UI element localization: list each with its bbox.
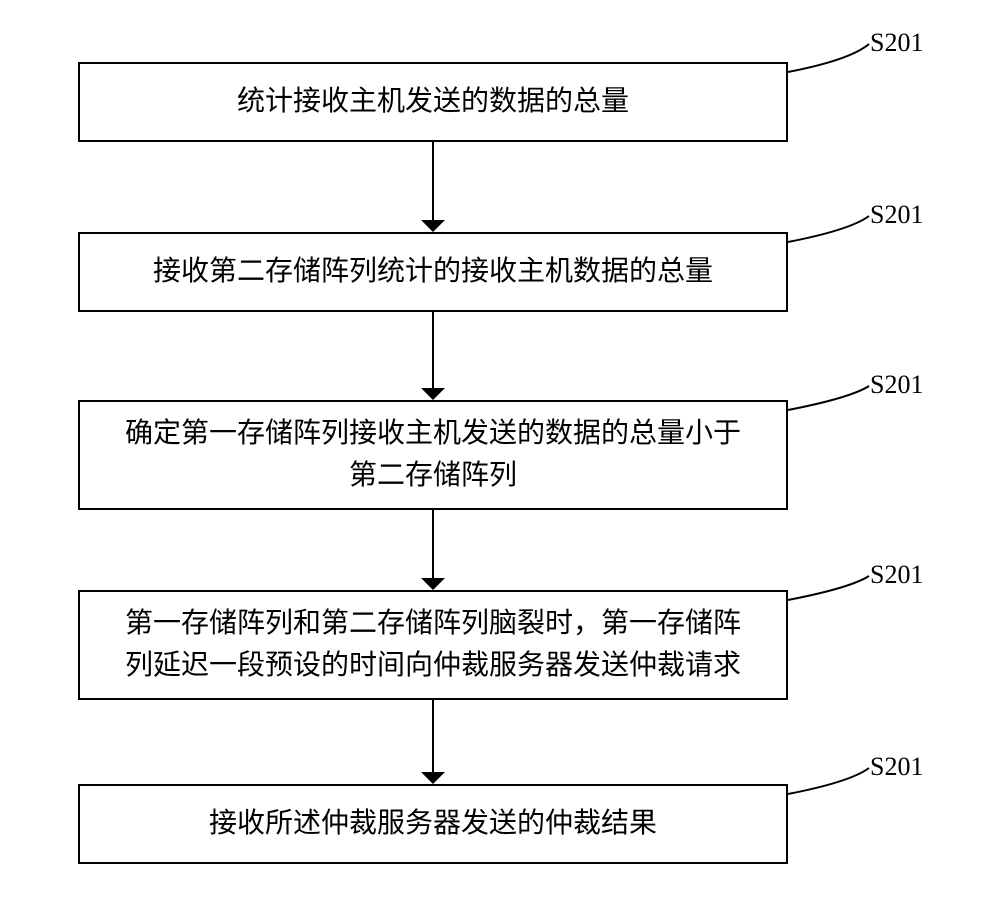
- flowchart-canvas: 统计接收主机发送的数据的总量 S201 接收第二存储阵列统计的接收主机数据的总量 S2…: [0, 0, 1000, 904]
- node-text: 接收所述仲裁服务器发送的仲裁结果: [209, 803, 657, 845]
- flow-arrow: [419, 700, 447, 784]
- node-text: 接收第二存储阵列统计的接收主机数据的总量: [153, 251, 713, 293]
- flowchart-node: 统计接收主机发送的数据的总量: [78, 62, 788, 142]
- label-connector: [783, 763, 874, 799]
- flowchart-node: 第一存储阵列和第二存储阵列脑裂时，第一存储阵 列延迟一段预设的时间向仲裁服务器发…: [78, 590, 788, 700]
- node-text: 第一存储阵列和第二存储阵列脑裂时，第一存储阵 列延迟一段预设的时间向仲裁服务器发…: [125, 603, 741, 687]
- flow-arrow: [419, 510, 447, 590]
- flowchart-node: 接收所述仲裁服务器发送的仲裁结果: [78, 784, 788, 864]
- node-label: S201: [870, 560, 923, 590]
- flowchart-node: 接收第二存储阵列统计的接收主机数据的总量: [78, 232, 788, 312]
- node-text: 确定第一存储阵列接收主机发送的数据的总量小于 第二存储阵列: [125, 413, 741, 497]
- label-connector: [783, 571, 874, 605]
- label-connector: [783, 39, 874, 77]
- node-label: S201: [870, 370, 923, 400]
- node-label: S201: [870, 752, 923, 782]
- flow-arrow: [419, 312, 447, 400]
- label-connector: [783, 381, 874, 415]
- node-label: S201: [870, 200, 923, 230]
- node-text: 统计接收主机发送的数据的总量: [237, 81, 629, 123]
- node-label: S201: [870, 28, 923, 58]
- label-connector: [783, 211, 874, 247]
- flow-arrow: [419, 142, 447, 232]
- flowchart-node: 确定第一存储阵列接收主机发送的数据的总量小于 第二存储阵列: [78, 400, 788, 510]
